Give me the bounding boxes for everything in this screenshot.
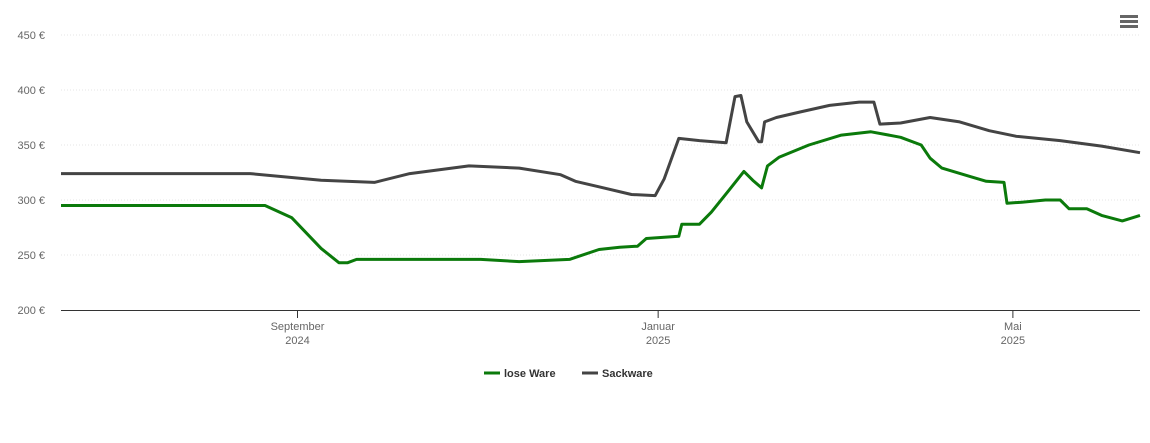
y-tick-label: 450 €: [17, 30, 45, 42]
menu-bar: [1120, 15, 1138, 18]
y-tick-label: 400 €: [17, 85, 45, 97]
series-line: [61, 130, 1141, 265]
legend-item[interactable]: lose Ware: [484, 368, 556, 380]
menu-bar: [1120, 20, 1138, 23]
menu-button[interactable]: [1120, 15, 1138, 28]
x-tick-label-line: 2024: [285, 335, 309, 347]
legend-label: Sackware: [602, 368, 653, 380]
y-tick-label: 250 €: [17, 250, 45, 262]
x-tick-label: September 2024: [271, 321, 325, 347]
x-tick-label-line: September: [271, 321, 325, 333]
y-tick-label: 300 €: [17, 195, 45, 207]
x-tick-label-line: 2025: [646, 335, 670, 347]
series-line: [61, 94, 1141, 198]
y-tick-label: 350 €: [17, 140, 45, 152]
legend-item[interactable]: Sackware: [582, 368, 653, 380]
x-tick-label-line: Mai: [1004, 321, 1022, 333]
x-tick-label-line: Januar: [641, 321, 675, 333]
y-tick-label: 200 €: [17, 305, 45, 317]
x-tick-label-line: 2025: [1001, 335, 1025, 347]
x-tick-label: Januar 2025: [641, 321, 675, 347]
legend-label: lose Ware: [504, 368, 556, 380]
menu-bar: [1120, 25, 1138, 28]
x-tick-label: Mai 2025: [1001, 321, 1025, 347]
